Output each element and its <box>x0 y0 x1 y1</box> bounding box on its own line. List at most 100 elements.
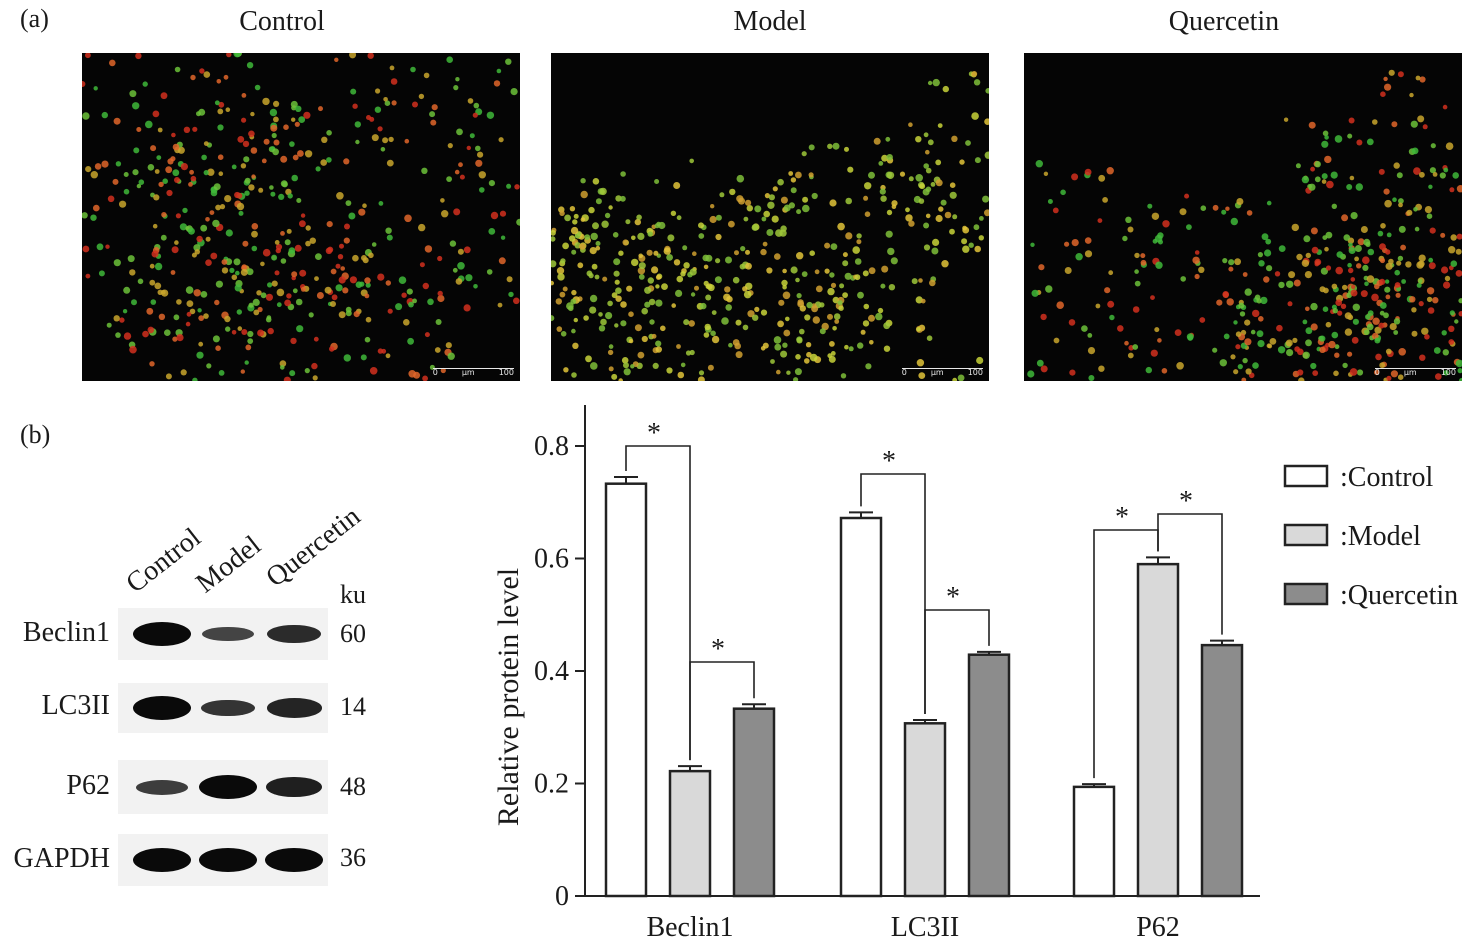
cell-dot <box>647 231 653 237</box>
cell-dot <box>1413 167 1421 175</box>
cell-dot <box>634 218 641 226</box>
cell-dot <box>1278 281 1285 289</box>
cell-dot <box>1084 250 1093 258</box>
cell-dot <box>802 204 810 213</box>
cell-dot <box>932 78 940 87</box>
blot-band <box>266 776 322 798</box>
cell-dot <box>863 303 870 310</box>
cell-dot <box>824 242 831 249</box>
cell-dot <box>1244 319 1251 326</box>
cell-dot <box>1378 322 1385 329</box>
cell-dot <box>497 302 503 308</box>
cell-dot <box>588 206 595 214</box>
cell-dot <box>783 329 791 337</box>
cell-dot <box>634 324 642 332</box>
cell-dot <box>1071 239 1079 247</box>
cell-dot <box>1242 357 1248 364</box>
cell-dot <box>1222 291 1229 298</box>
cell-dot <box>454 169 460 175</box>
cell-dot <box>1304 271 1312 279</box>
cell-dot <box>615 195 622 202</box>
cell-dot <box>1097 218 1103 224</box>
cell-dot <box>770 359 775 364</box>
cell-dot <box>1455 270 1462 277</box>
cell-dot <box>808 144 815 151</box>
cell-dot <box>337 254 344 260</box>
cell-dot <box>647 277 654 284</box>
cell-dot <box>486 111 495 119</box>
cell-dot <box>101 160 109 168</box>
cell-dot <box>959 159 965 165</box>
cell-dot <box>1458 298 1462 304</box>
cell-dot <box>162 178 168 184</box>
cell-dot <box>916 327 921 332</box>
cell-dot <box>560 331 567 337</box>
cell-dot <box>231 274 238 281</box>
cell-dot <box>384 100 391 106</box>
cell-dot <box>418 223 426 232</box>
cell-dot <box>801 271 808 277</box>
cell-dot <box>887 247 895 256</box>
cell-dot <box>710 330 716 337</box>
cell-dot <box>290 337 297 345</box>
cell-dot <box>573 317 578 323</box>
cell-dot <box>362 257 369 264</box>
cell-dot <box>225 258 233 266</box>
cell-dot <box>915 174 923 182</box>
cell-dot <box>771 215 779 223</box>
cell-dot <box>1373 369 1380 376</box>
cell-dot <box>242 140 250 148</box>
cell-dot <box>203 141 209 146</box>
cell-dot <box>1419 171 1425 178</box>
cell-dot <box>583 315 589 321</box>
cell-dot <box>269 185 274 190</box>
cell-dot <box>1297 369 1304 376</box>
cell-dot <box>788 171 794 176</box>
cell-dot <box>918 198 925 204</box>
cell-dot <box>146 307 154 315</box>
cell-dot <box>1150 349 1158 357</box>
cell-dot <box>240 268 248 276</box>
cell-dot <box>371 242 377 247</box>
cell-dot <box>827 143 833 149</box>
cell-dot <box>1212 204 1219 211</box>
cell-dot <box>1440 232 1446 238</box>
cell-dot <box>123 332 132 340</box>
cell-dot <box>1301 259 1310 267</box>
cell-dot <box>493 80 501 87</box>
cell-dot <box>762 241 768 247</box>
cell-dot <box>604 212 611 219</box>
cell-dot <box>1047 199 1053 204</box>
cell-dot <box>289 141 295 147</box>
cell-dot <box>592 178 600 185</box>
cell-dot <box>1200 205 1207 211</box>
cell-dot <box>732 276 740 284</box>
cell-dot <box>607 349 614 356</box>
cell-dot <box>768 194 775 201</box>
cell-dot <box>477 151 484 158</box>
cell-dot <box>848 346 854 352</box>
cell-dot <box>790 177 797 183</box>
cell-dot <box>225 229 233 237</box>
cell-dot <box>620 171 626 177</box>
cell-dot <box>793 377 799 381</box>
cell-dot <box>927 80 933 86</box>
cell-dot <box>864 182 872 190</box>
cell-dot <box>1394 282 1401 288</box>
cell-dot <box>832 326 837 331</box>
cell-dot <box>107 195 115 203</box>
cell-dot <box>422 282 429 290</box>
cell-dot <box>788 202 795 209</box>
cell-dot <box>1040 365 1048 373</box>
cell-dot <box>670 210 677 216</box>
cell-dot <box>637 351 645 359</box>
cell-dot <box>745 249 750 255</box>
cell-dot <box>305 225 311 231</box>
cell-dot <box>449 240 457 247</box>
cell-dot <box>698 370 705 376</box>
cell-dot <box>203 313 209 319</box>
cell-dot <box>1266 200 1272 206</box>
cell-dot <box>1360 290 1368 298</box>
legend-swatch-model <box>1283 523 1329 547</box>
